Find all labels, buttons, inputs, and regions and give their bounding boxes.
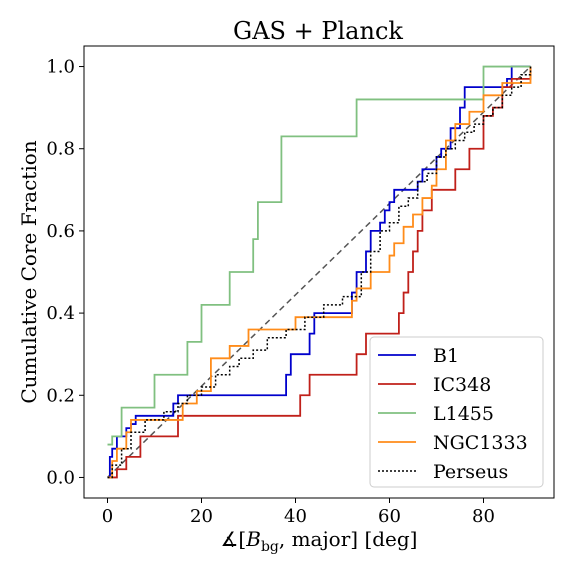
x-tick-label: 20 <box>190 506 213 527</box>
series-line-ngc1333 <box>107 66 532 479</box>
x-tick-label: 80 <box>472 506 495 527</box>
series-line-perseus <box>107 66 532 479</box>
x-tick-label: 60 <box>378 506 401 527</box>
x-axis-label-symbol: B <box>245 527 261 551</box>
y-axis-label: Cumulative Core Fraction <box>17 140 41 403</box>
reference-diagonal-line <box>106 66 532 478</box>
legend-label-ngc1333: NGC1333 <box>433 432 528 454</box>
y-tick-label: 0.6 <box>46 221 75 242</box>
tick-layer: 0 20 40 60 80 0.0 0.2 0.4 0.6 0.8 1.0 <box>46 57 495 527</box>
series-line-ic348 <box>107 66 532 479</box>
legend: B1 IC348 L1455 NGC1333 Perseus <box>369 336 544 488</box>
series-layer <box>106 65 532 479</box>
plot-area: 0 20 40 60 80 0.0 0.2 0.4 0.6 0.8 1.0 <box>46 45 555 527</box>
legend-items: B1 IC348 L1455 NGC1333 Perseus <box>378 345 528 483</box>
legend-label-b1: B1 <box>433 345 459 367</box>
x-tick-label: 40 <box>284 506 307 527</box>
y-tick-label: 0.2 <box>46 385 75 406</box>
legend-label-l1455: L1455 <box>433 403 494 425</box>
y-tick-label: 1.0 <box>46 57 75 78</box>
series-line-l1455 <box>107 65 531 446</box>
y-tick-label: 0.0 <box>46 467 75 488</box>
x-axis-label-prefix: ∡[ <box>221 527 247 551</box>
x-axis-label-subscript: bg <box>261 539 279 555</box>
y-tick-label: 0.4 <box>46 303 75 324</box>
chart-title: GAS + Planck <box>233 17 403 45</box>
legend-label-perseus: Perseus <box>433 461 508 483</box>
x-axis-label: ∡[Bbg, major] [deg] <box>221 527 418 555</box>
x-axis-label-suffix: , major] [deg] <box>279 527 418 551</box>
legend-box <box>369 336 544 488</box>
y-tick-label: 0.8 <box>46 139 75 160</box>
x-tick-label: 0 <box>102 506 113 527</box>
legend-label-ic348: IC348 <box>433 374 491 396</box>
